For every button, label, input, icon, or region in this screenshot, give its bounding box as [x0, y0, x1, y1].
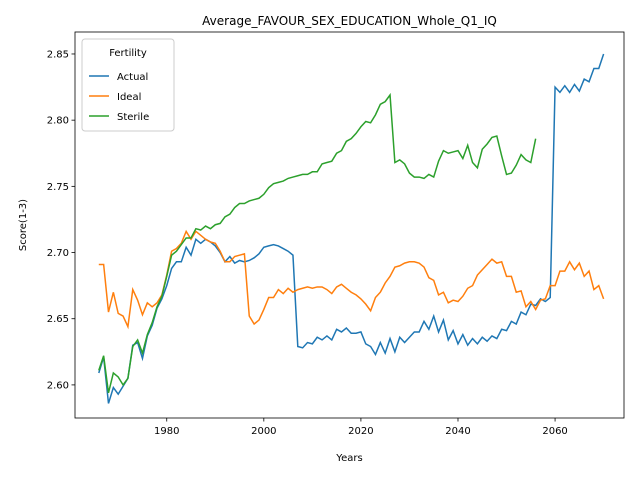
x-tick-label: 2000: [251, 426, 276, 437]
legend-label: Ideal: [117, 92, 141, 103]
y-tick-label: 2.65: [47, 314, 69, 325]
x-axis-label: Years: [335, 453, 362, 464]
y-tick-label: 2.85: [47, 49, 69, 60]
legend: Fertility Actual Ideal Sterile: [81, 38, 175, 132]
x-tick-label: 1980: [154, 426, 179, 437]
y-tick-label: 2.80: [47, 116, 69, 127]
series-line: [98, 53, 605, 404]
legend-box: [81, 38, 175, 132]
series-line: [98, 229, 605, 330]
plot-frame: [74, 31, 625, 419]
y-tick-label: 2.60: [47, 380, 69, 391]
series-line: [98, 92, 537, 394]
y-axis-label: Score(1-3): [18, 199, 29, 251]
y-tick-label: 2.75: [47, 182, 69, 193]
chart-title: Average_FAVOUR_SEX_EDUCATION_Whole_Q1_IQ: [202, 14, 497, 28]
legend-title: Fertility: [109, 48, 147, 59]
legend-label: Actual: [117, 72, 148, 83]
y-tick-label: 2.70: [47, 248, 69, 259]
x-tick-label: 2060: [542, 426, 567, 437]
x-tick-label: 2040: [445, 426, 470, 437]
x-tick-label: 2020: [348, 426, 373, 437]
legend-label: Sterile: [117, 112, 149, 123]
